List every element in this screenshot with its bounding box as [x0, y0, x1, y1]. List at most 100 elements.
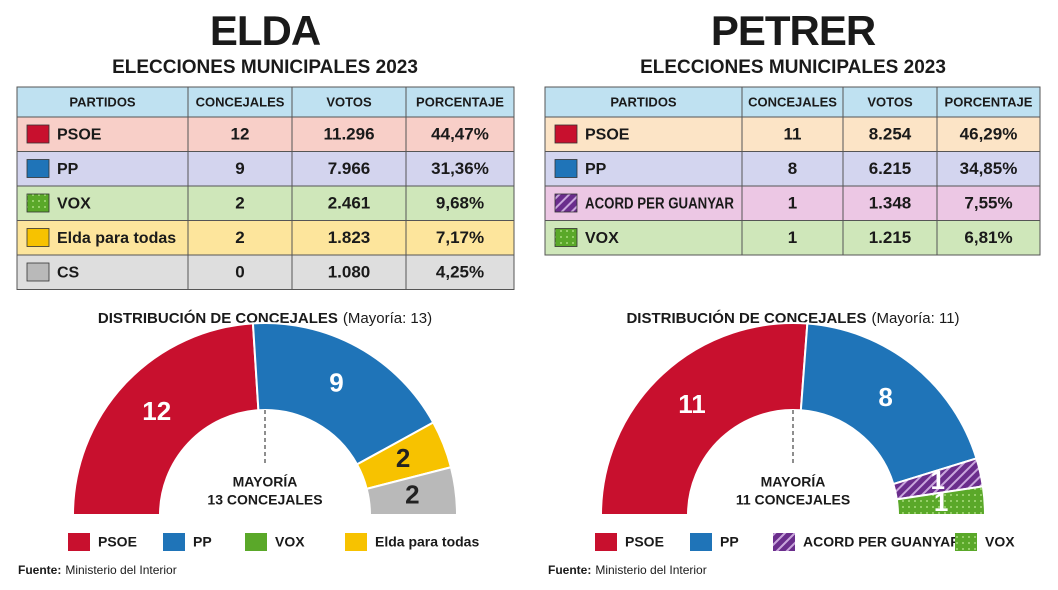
party-name: PSOE — [585, 126, 630, 143]
legend-label: PP — [193, 534, 212, 550]
table-cell — [405, 220, 515, 256]
majority-annotation: 13 CONCEJALES — [207, 492, 322, 508]
table-value: 44,47% — [431, 125, 489, 144]
table-cell — [544, 220, 743, 256]
table-cell — [291, 220, 407, 256]
table-value: 2.461 — [328, 194, 371, 213]
legend-label: ACORD PER GUANYAR — [803, 534, 960, 550]
majority-annotation: 11 CONCEJALES — [736, 492, 850, 508]
table-value: 1.823 — [328, 228, 371, 247]
table-cell — [936, 220, 1041, 256]
table-cell — [405, 254, 515, 290]
source: Fuente: Ministerio del Interior — [18, 563, 177, 577]
table-cell — [544, 116, 743, 152]
seat-label: 1 — [934, 487, 948, 517]
header-label: PORCENTAJE — [945, 94, 1033, 109]
majority-annotation: MAYORÍA — [233, 474, 298, 490]
table-cell — [842, 185, 938, 221]
legend-label: PSOE — [625, 534, 664, 550]
legend-swatch — [245, 533, 267, 551]
table-cell — [741, 220, 844, 256]
seat-label: 9 — [329, 368, 343, 398]
header-cell — [291, 86, 407, 118]
table-value: 2 — [235, 194, 244, 213]
table-value: 8 — [788, 159, 797, 178]
table-value: 6,81% — [964, 228, 1012, 247]
party-swatch — [26, 262, 50, 282]
table-cell — [187, 185, 293, 221]
party-swatch — [554, 228, 578, 247]
table-value: 31,36% — [431, 159, 489, 178]
seat-label: 2 — [396, 443, 410, 473]
table-value: 1.348 — [869, 194, 912, 213]
seat-segment — [251, 322, 435, 466]
header-label: CONCEJALES — [196, 94, 285, 109]
header-label: PARTIDOS — [69, 94, 136, 109]
party-name: PP — [585, 161, 607, 178]
table-value: 34,85% — [960, 159, 1018, 178]
table-value: 11 — [784, 125, 802, 144]
party-name: ACORD PER GUANYAR — [585, 195, 734, 212]
table-value: 12 — [231, 125, 250, 144]
table-value: 46,29% — [960, 125, 1018, 144]
panel-title: ELDA — [210, 7, 321, 54]
table-cell — [936, 151, 1041, 187]
panel-title: PETRER — [711, 7, 876, 54]
seat-label: 1 — [931, 465, 945, 495]
seat-label: 2 — [405, 479, 419, 509]
table-value: 2 — [235, 228, 244, 247]
table-value: 0 — [235, 263, 244, 282]
table-cell — [842, 220, 938, 256]
chart-subtitle: (Mayoría: 13) — [343, 310, 432, 327]
table-value: 1 — [788, 228, 797, 247]
seat-label: 8 — [878, 382, 892, 412]
party-name: CS — [57, 264, 80, 281]
seat-segment — [599, 322, 809, 516]
legend-swatch — [595, 533, 617, 551]
header-cell — [405, 86, 515, 118]
party-name: VOX — [585, 230, 619, 247]
table-cell — [187, 116, 293, 152]
majority-annotation: MAYORÍA — [761, 474, 826, 490]
header-cell — [842, 86, 938, 118]
seat-segment — [799, 322, 978, 486]
table-cell — [936, 185, 1041, 221]
chart-title-main: DISTRIBUCIÓN DE CONCEJALES — [626, 309, 866, 327]
header-cell — [936, 86, 1041, 118]
table-value: 7.966 — [328, 159, 371, 178]
table-value: 4,25% — [436, 263, 484, 282]
header-label: VOTOS — [326, 94, 372, 109]
header-label: VOTOS — [867, 94, 913, 109]
party-name: VOX — [57, 195, 91, 212]
table-value: 7,17% — [436, 228, 484, 247]
table-cell — [842, 116, 938, 152]
header-cell — [544, 86, 743, 118]
seat-segment — [365, 466, 459, 516]
table-cell — [187, 220, 293, 256]
source-label: Fuente: — [18, 563, 61, 577]
source: Fuente: Ministerio del Interior — [548, 563, 707, 577]
legend-swatch — [773, 533, 795, 551]
party-swatch — [554, 124, 578, 144]
legend-label: VOX — [275, 534, 305, 550]
party-name: Elda para todas — [57, 230, 176, 247]
chart-subtitle: (Mayoría: 11) — [871, 310, 959, 327]
header-label: CONCEJALES — [748, 94, 837, 109]
legend-swatch — [68, 533, 90, 551]
table-value: 9,68% — [436, 194, 484, 213]
source-label: Fuente: — [548, 563, 591, 577]
chart-title-main: DISTRIBUCIÓN DE CONCEJALES — [98, 309, 338, 327]
header-cell — [16, 86, 189, 118]
party-swatch — [26, 193, 50, 213]
legend-label: PSOE — [98, 534, 137, 550]
legend-label: PP — [720, 534, 739, 550]
seat-segment — [71, 322, 260, 516]
table-value: 1 — [788, 194, 797, 213]
table-value: 8.254 — [869, 125, 912, 144]
legend-label: VOX — [985, 534, 1015, 550]
legend-label: Elda para todas — [375, 534, 479, 550]
legend-swatch — [163, 533, 185, 551]
header-label: PORCENTAJE — [416, 94, 504, 109]
